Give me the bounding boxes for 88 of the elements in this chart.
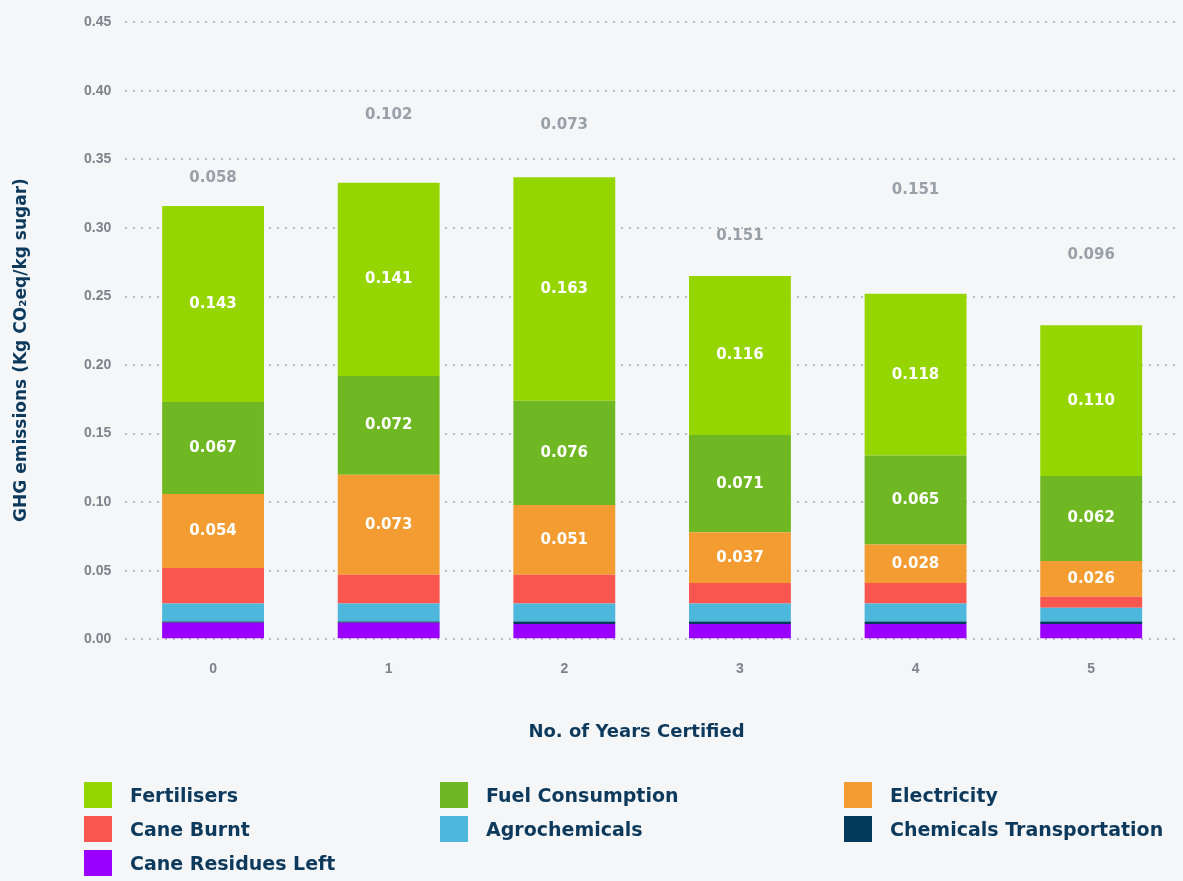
y-tick-label: 0.10: [84, 492, 112, 509]
bar: [1040, 476, 1143, 562]
bar: [1040, 325, 1143, 477]
legend-label: Fertilisers: [130, 784, 238, 806]
x-tick-label: 1: [384, 660, 393, 677]
annotation: 0.096: [1067, 245, 1115, 264]
bar: [1040, 621, 1143, 625]
bar: [689, 603, 791, 622]
legend-label: Cane Burnt: [130, 818, 250, 840]
y-tick-label: 0.30: [84, 218, 112, 235]
bar: [337, 474, 440, 575]
data-label: 0.062: [1067, 508, 1115, 527]
bar: [337, 622, 440, 639]
data-label: 0.163: [540, 278, 589, 297]
data-label: 0.141: [364, 269, 413, 288]
legend-label: Electricity: [890, 784, 998, 806]
bar: [162, 206, 264, 403]
annotation: 0.073: [540, 115, 589, 134]
x-tick-label: 3: [736, 660, 745, 677]
bar: [162, 493, 264, 568]
data-label: 0.072: [364, 415, 413, 434]
annotation: 0.151: [716, 225, 764, 244]
bar: [689, 434, 791, 533]
data-label: 0.118: [891, 364, 940, 383]
y-tick-label: 0.45: [84, 13, 112, 30]
x-axis-title: No. of Years Certified: [527, 720, 746, 741]
data-label: 0.073: [364, 514, 413, 533]
bar: [162, 567, 264, 604]
data-label: 0.110: [1067, 390, 1115, 409]
bar: [864, 293, 967, 456]
legend-label: Cane Residues Left: [130, 852, 336, 874]
bar: [337, 376, 440, 475]
y-tick-label: 0.20: [84, 355, 112, 372]
data-label: 0.051: [540, 529, 589, 548]
bar: [513, 504, 616, 575]
bar: [689, 624, 791, 639]
data-label: 0.065: [891, 489, 940, 508]
data-label: 0.076: [540, 442, 589, 461]
bar: [864, 621, 967, 625]
bar: [1040, 607, 1143, 622]
data-label: 0.054: [189, 520, 237, 539]
bar: [864, 455, 967, 545]
bar: [689, 621, 791, 625]
bar: [162, 603, 264, 622]
bar: [513, 621, 616, 625]
data-label: 0.143: [189, 293, 237, 312]
x-tick-label: 5: [1087, 660, 1096, 677]
bar: [162, 622, 264, 639]
bar: [864, 603, 967, 622]
x-tick-label: 0: [209, 660, 218, 677]
legend-label: Fuel Consumption: [486, 784, 679, 806]
bar: [689, 532, 791, 583]
bar: [689, 275, 791, 435]
y-tick-label: 0.15: [84, 424, 112, 441]
y-tick-label: 0.40: [84, 81, 112, 98]
bar: [513, 603, 616, 622]
bar: [1040, 624, 1143, 639]
bar: [162, 402, 264, 494]
x-tick-label: 4: [911, 660, 920, 677]
bar: [864, 583, 967, 604]
bar: [513, 624, 616, 639]
data-label: 0.026: [1067, 568, 1115, 587]
bar: [337, 182, 440, 377]
bar: [1040, 561, 1143, 597]
bar: [864, 624, 967, 639]
y-tick-label: 0.25: [84, 287, 112, 304]
bar: [1040, 596, 1143, 608]
legend-label: Chemicals Transportation: [890, 818, 1164, 840]
annotation: 0.151: [891, 179, 940, 198]
bar: [337, 574, 440, 604]
data-label: 0.037: [716, 547, 764, 566]
annotation: 0.058: [189, 167, 237, 186]
y-tick-label: 0.05: [84, 561, 112, 578]
bar: [513, 177, 616, 401]
data-label: 0.071: [716, 473, 764, 492]
bar: [337, 603, 440, 622]
bar: [513, 400, 616, 505]
x-tick-label: 2: [560, 660, 569, 677]
bar: [689, 583, 791, 604]
annotation: 0.102: [364, 104, 413, 123]
bar: [513, 574, 616, 604]
y-tick-label: 0.00: [84, 630, 112, 647]
y-axis-title: GHG emissions (Kg CO₂eq/kg sugar): [10, 177, 30, 524]
data-label: 0.028: [891, 553, 940, 572]
data-label: 0.116: [716, 345, 764, 364]
legend-label: Agrochemicals: [486, 818, 643, 840]
data-label: 0.067: [189, 437, 237, 456]
y-tick-label: 0.35: [84, 150, 112, 167]
